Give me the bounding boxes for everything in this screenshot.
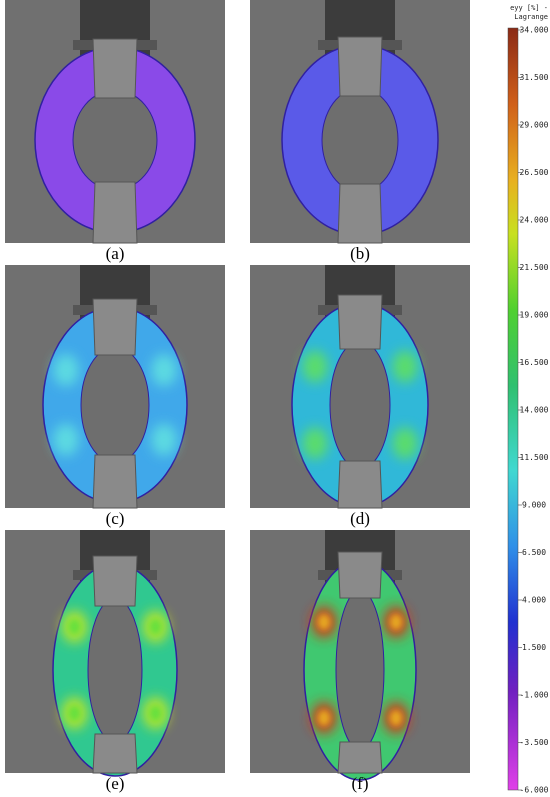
upper-clamp (337, 36, 383, 97)
specimen-hole (80, 346, 150, 464)
colorbar-tick-label: -1.000 (520, 691, 549, 700)
upper-clamp (92, 298, 138, 356)
strain-hotspot (149, 705, 162, 722)
colorbar-title: eyy [%] - (510, 4, 548, 12)
specimen-hole (329, 340, 391, 470)
upper-clamp (92, 555, 138, 607)
panel (250, 530, 470, 781)
upper-clamp (337, 294, 383, 350)
strain-hotspot (68, 705, 81, 722)
panel-label: (d) (350, 509, 370, 528)
panel-label: (b) (350, 244, 370, 263)
lower-clamp (92, 454, 138, 509)
colorbar-tick-label: 4.000 (522, 596, 546, 605)
colorbar-tick-label: 1.500 (522, 643, 546, 652)
lower-clamp (337, 183, 383, 244)
strain-hotspot (68, 618, 81, 635)
strain-hotspot (53, 423, 79, 456)
specimen-hole (72, 89, 158, 191)
colorbar-tick-label: 24.000 (520, 216, 549, 225)
lower-clamp (92, 181, 138, 244)
strain-hotspot (53, 354, 79, 387)
colorbar-tick-label: 16.500 (520, 358, 549, 367)
colorbar-tick-label: 11.500 (520, 453, 549, 462)
colorbar-tick-label: 31.500 (520, 73, 549, 82)
panel (5, 0, 225, 244)
panel-label: (f) (352, 774, 369, 793)
lower-clamp (92, 733, 138, 774)
strain-hotspot (389, 614, 403, 630)
panel-label: (c) (106, 509, 125, 528)
colorbar-tick-label: 19.000 (520, 311, 549, 320)
colorbar-tick-label: -6.000 (520, 786, 549, 795)
upper-clamp (337, 551, 383, 599)
colorbar-tick-label: 21.500 (520, 263, 549, 272)
strain-hotspot (392, 427, 418, 460)
strain-hotspot (317, 710, 331, 726)
strain-hotspot (149, 618, 162, 635)
colorbar-tick-label: -3.500 (520, 738, 549, 747)
colorbar-tick-label: 9.000 (522, 501, 546, 510)
strain-hotspot (151, 354, 177, 387)
colorbar-tick-label: 6.500 (522, 548, 546, 557)
lower-clamp (337, 741, 383, 774)
panel (250, 265, 470, 509)
strain-hotspot (151, 423, 177, 456)
panel (5, 265, 225, 509)
panel (250, 0, 470, 244)
colorbar-tick-label: 26.500 (520, 168, 549, 177)
panel-label: (a) (106, 244, 125, 263)
colorbar-tick-label: 34.000 (520, 26, 549, 35)
strain-hotspot (317, 614, 331, 630)
upper-clamp (92, 38, 138, 99)
colorbar-tick-label: 14.000 (520, 406, 549, 415)
panel (5, 530, 225, 777)
specimen-hole (321, 87, 399, 193)
colorbar-tick-label: 29.000 (520, 121, 549, 130)
strain-hotspot (392, 350, 418, 383)
lower-clamp (337, 460, 383, 509)
colorbar (507, 27, 519, 791)
strain-hotspot (302, 427, 328, 460)
panel-label: (e) (106, 774, 125, 793)
specimen-hole (335, 589, 385, 751)
strain-hotspot (302, 350, 328, 383)
colorbar-title: Lagrange (514, 13, 548, 21)
specimen-hole (87, 597, 143, 743)
strain-hotspot (389, 710, 403, 726)
